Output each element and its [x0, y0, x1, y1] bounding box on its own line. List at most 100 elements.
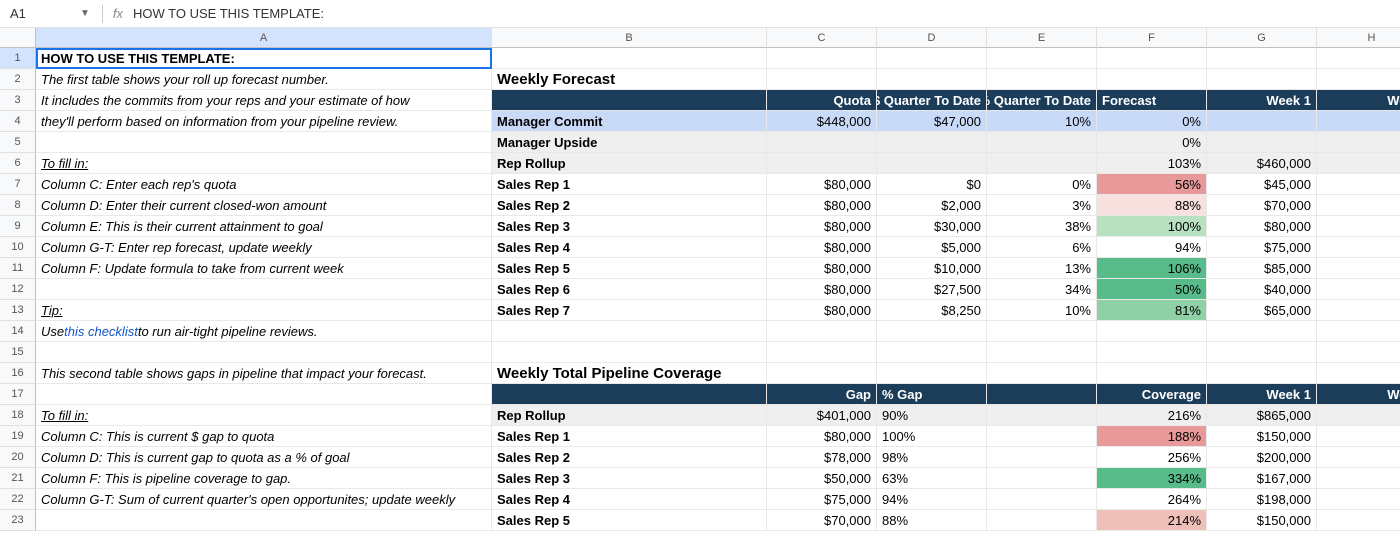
row-header[interactable]: 15: [0, 342, 36, 363]
cell[interactable]: Weekly Total Pipeline Coverage: [492, 363, 767, 384]
cell[interactable]: 334%: [1097, 468, 1207, 489]
cell[interactable]: To fill in:: [36, 405, 492, 426]
col-header-G[interactable]: G: [1207, 28, 1317, 48]
row-header[interactable]: 5: [0, 132, 36, 153]
cell[interactable]: $460,000: [1207, 153, 1317, 174]
cell[interactable]: [987, 405, 1097, 426]
cell[interactable]: [1097, 69, 1207, 90]
cell[interactable]: $150,000: [1207, 510, 1317, 531]
cell[interactable]: [36, 132, 492, 153]
cell[interactable]: [1317, 510, 1400, 531]
row-header[interactable]: 13: [0, 300, 36, 321]
cell[interactable]: Week 1: [1207, 384, 1317, 405]
cell[interactable]: [1317, 447, 1400, 468]
link[interactable]: this checklist: [64, 324, 138, 339]
cell[interactable]: Column G-T: Enter rep forecast, update w…: [36, 237, 492, 258]
cell[interactable]: $167,000: [1207, 468, 1317, 489]
cell[interactable]: [877, 48, 987, 69]
cell[interactable]: [1207, 321, 1317, 342]
cell[interactable]: 0%: [1097, 111, 1207, 132]
cell[interactable]: [36, 510, 492, 531]
cell[interactable]: 10%: [987, 300, 1097, 321]
cell[interactable]: [767, 321, 877, 342]
cell[interactable]: 90%: [877, 405, 987, 426]
cell[interactable]: [1207, 363, 1317, 384]
cell[interactable]: $865,000: [1207, 405, 1317, 426]
row-header[interactable]: 3: [0, 90, 36, 111]
cell[interactable]: [36, 279, 492, 300]
col-header-F[interactable]: F: [1097, 28, 1207, 48]
cell[interactable]: Column F: Update formula to take from cu…: [36, 258, 492, 279]
cell[interactable]: [1207, 342, 1317, 363]
cell[interactable]: 94%: [1097, 237, 1207, 258]
cell[interactable]: [987, 153, 1097, 174]
cell[interactable]: [1317, 216, 1400, 237]
cell[interactable]: [987, 342, 1097, 363]
cell[interactable]: Quota: [767, 90, 877, 111]
cell[interactable]: [1317, 237, 1400, 258]
cell[interactable]: [1317, 48, 1400, 69]
cell[interactable]: Sales Rep 1: [492, 426, 767, 447]
row-header[interactable]: 9: [0, 216, 36, 237]
cell[interactable]: $: [1317, 153, 1400, 174]
cell[interactable]: [1317, 363, 1400, 384]
cell[interactable]: Manager Commit: [492, 111, 767, 132]
cell[interactable]: Manager Upside: [492, 132, 767, 153]
cell[interactable]: [877, 321, 987, 342]
col-header-H[interactable]: H: [1317, 28, 1400, 48]
cell[interactable]: [1097, 342, 1207, 363]
grid[interactable]: HOW TO USE THIS TEMPLATE: The first tabl…: [36, 48, 1400, 531]
cell[interactable]: [767, 48, 877, 69]
cell[interactable]: they'll perform based on information fro…: [36, 111, 492, 132]
col-header-C[interactable]: C: [767, 28, 877, 48]
cell[interactable]: $150,000: [1207, 426, 1317, 447]
row-header[interactable]: 11: [0, 258, 36, 279]
cell[interactable]: Column C: This is current $ gap to quota: [36, 426, 492, 447]
cell[interactable]: 100%: [877, 426, 987, 447]
cell[interactable]: [767, 342, 877, 363]
row-header[interactable]: 18: [0, 405, 36, 426]
cell[interactable]: 106%: [1097, 258, 1207, 279]
cell[interactable]: $448,000: [767, 111, 877, 132]
row-header[interactable]: 8: [0, 195, 36, 216]
cell[interactable]: [987, 132, 1097, 153]
cell[interactable]: [1207, 111, 1317, 132]
formula-input[interactable]: [127, 4, 1396, 23]
cell[interactable]: [987, 48, 1097, 69]
cell[interactable]: [1317, 69, 1400, 90]
cell[interactable]: $ Quarter To Date: [877, 90, 987, 111]
cell[interactable]: $80,000: [1207, 216, 1317, 237]
cell[interactable]: Week: [1317, 90, 1400, 111]
row-header[interactable]: 17: [0, 384, 36, 405]
cell[interactable]: [877, 363, 987, 384]
col-header-D[interactable]: D: [877, 28, 987, 48]
cell[interactable]: $80,000: [767, 258, 877, 279]
cell[interactable]: [1097, 48, 1207, 69]
cell[interactable]: [1317, 279, 1400, 300]
cell[interactable]: 214%: [1097, 510, 1207, 531]
cell[interactable]: $50,000: [767, 468, 877, 489]
cell[interactable]: 38%: [987, 216, 1097, 237]
cell[interactable]: [1097, 321, 1207, 342]
cell[interactable]: [987, 426, 1097, 447]
row-header[interactable]: 2: [0, 69, 36, 90]
cell[interactable]: It includes the commits from your reps a…: [36, 90, 492, 111]
cell[interactable]: $5,000: [877, 237, 987, 258]
cell[interactable]: [987, 321, 1097, 342]
cell[interactable]: $80,000: [767, 216, 877, 237]
cell[interactable]: [987, 363, 1097, 384]
cell[interactable]: [1317, 342, 1400, 363]
cell[interactable]: 10%: [987, 111, 1097, 132]
row-header[interactable]: 1: [0, 48, 36, 69]
cell[interactable]: [1097, 363, 1207, 384]
cell[interactable]: [767, 153, 877, 174]
cell[interactable]: 13%: [987, 258, 1097, 279]
cell[interactable]: To fill in:: [36, 153, 492, 174]
cell[interactable]: 0%: [987, 174, 1097, 195]
cell[interactable]: Sales Rep 1: [492, 174, 767, 195]
cell[interactable]: [1317, 300, 1400, 321]
cell[interactable]: $401,000: [767, 405, 877, 426]
cell[interactable]: 56%: [1097, 174, 1207, 195]
cell[interactable]: [492, 384, 767, 405]
cell[interactable]: [877, 69, 987, 90]
